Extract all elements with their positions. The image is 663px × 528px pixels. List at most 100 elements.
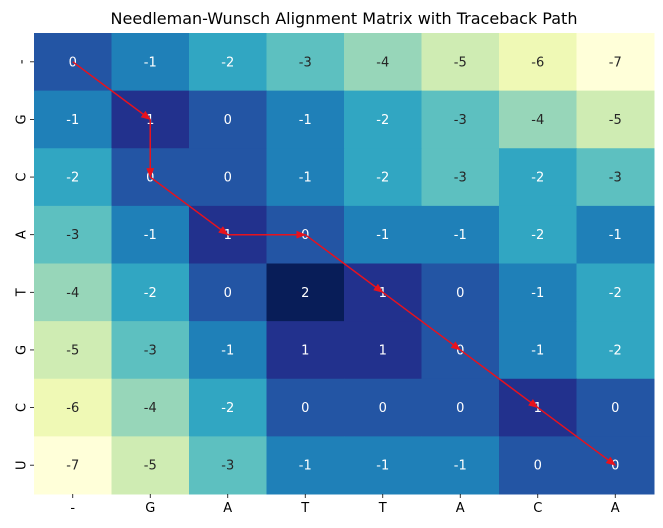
heatmap-cell [34, 205, 112, 264]
heatmap-cell [111, 321, 190, 380]
cell-value-label: 0 [224, 113, 232, 128]
cell-value-label: -4 [531, 113, 544, 128]
heatmap-cell [111, 378, 190, 437]
heatmap-cell [344, 436, 422, 495]
cell-value-label: 0 [301, 228, 309, 243]
heatmap-cell [189, 378, 267, 437]
cell-value-label: 0 [69, 55, 77, 70]
traceback-arrow [149, 176, 229, 236]
cell-value-label: -3 [454, 113, 467, 128]
cell-value-label: -2 [609, 286, 622, 301]
traceback-arrow [382, 291, 462, 351]
heatmap-cell [499, 148, 577, 207]
cell-value-label: -1 [454, 459, 467, 474]
cell-value-label: -5 [144, 459, 157, 474]
cell-value-label: -1 [144, 55, 157, 70]
heatmap-cell [576, 205, 655, 264]
heatmap-cell [266, 436, 345, 495]
heatmap-cell [499, 90, 577, 149]
heatmap-cell [34, 436, 112, 495]
heatmap-cell [421, 148, 500, 207]
cell-value-label: -5 [66, 343, 79, 358]
x-tick-label: A [611, 501, 620, 516]
heatmap-cell [499, 321, 577, 380]
heatmap-cell [421, 436, 500, 495]
heatmap-cell [576, 263, 655, 322]
x-tick-label: G [145, 501, 155, 516]
heatmap-cell [266, 148, 345, 207]
heatmap-cell [189, 436, 267, 495]
heatmap-cell [189, 33, 267, 92]
cell-value-label: 2 [301, 286, 309, 301]
heatmap-cell [499, 205, 577, 264]
traceback-arrow [72, 61, 152, 121]
cell-value-label: -1 [531, 286, 544, 301]
heatmap-cell [344, 148, 422, 207]
heatmap-cell [421, 205, 500, 264]
x-tick-label: A [456, 501, 465, 516]
cell-value-label: -2 [376, 113, 389, 128]
y-tick-label: C [15, 403, 30, 412]
cell-value-label: 0 [224, 286, 232, 301]
heatmap-cell [111, 33, 190, 92]
heatmap-cell [576, 90, 655, 149]
x-tick-label: - [70, 501, 75, 516]
cell-value-label: 0 [456, 343, 464, 358]
cell-value-label: 0 [301, 401, 309, 416]
heatmap-cell [499, 436, 577, 495]
heatmap-cell [344, 33, 422, 92]
y-tick-label: U [15, 460, 30, 470]
cell-value-label: -1 [609, 228, 622, 243]
cell-value-label: -1 [376, 459, 389, 474]
chart-title: Needleman-Wunsch Alignment Matrix with T… [111, 9, 578, 28]
cell-value-label: 1 [224, 228, 232, 243]
cell-value-label: -1 [221, 343, 234, 358]
traceback-arrow [459, 349, 539, 409]
cell-value-label: 0 [379, 401, 387, 416]
cell-value-label: 0 [611, 459, 619, 474]
cell-value-label: -2 [376, 171, 389, 186]
cell-value-label: -6 [66, 401, 79, 416]
y-tick-label: T [15, 288, 30, 297]
cell-value-label: -3 [66, 228, 79, 243]
cell-value-label: -2 [609, 343, 622, 358]
cell-value-label: -3 [221, 459, 234, 474]
heatmap-cell [266, 33, 345, 92]
cell-value-label: -3 [299, 55, 312, 70]
cell-value-label: -1 [299, 171, 312, 186]
heatmap-cell [266, 90, 345, 149]
heatmap-cell [189, 263, 267, 322]
cell-value-label: -1 [66, 113, 79, 128]
heatmap-cell [499, 263, 577, 322]
cell-value-label: -4 [376, 55, 389, 70]
heatmap-cell [34, 148, 112, 207]
heatmap-cell [576, 378, 655, 437]
heatmap-cell [344, 90, 422, 149]
traceback-arrow [304, 234, 384, 293]
heatmap-cell [344, 378, 422, 437]
cell-value-label: -1 [299, 459, 312, 474]
traceback-path [72, 61, 617, 466]
heatmap-cell [189, 321, 267, 380]
x-tick-label: A [223, 501, 232, 516]
cell-value-label: -1 [299, 113, 312, 128]
y-tick-label: - [15, 59, 30, 64]
y-tick-label: A [15, 230, 30, 239]
cell-value-label: -1 [531, 343, 544, 358]
cell-value-label: -2 [221, 401, 234, 416]
cell-value-label: -1 [376, 228, 389, 243]
cell-value-label: 0 [456, 401, 464, 416]
y-tick-label: G [15, 345, 30, 355]
x-tick-label: T [300, 501, 309, 516]
heatmap-cell [266, 263, 345, 322]
y-tick-label: G [15, 114, 30, 124]
cell-value-label: -2 [531, 228, 544, 243]
heatmap-cell [266, 378, 345, 437]
y-tick-label: C [15, 173, 30, 182]
cell-value-label: -4 [66, 286, 79, 301]
cell-value-label: -7 [66, 459, 79, 474]
cell-value-label: -6 [531, 55, 544, 70]
y-axis-ticks: - G C A T G C U [15, 59, 34, 470]
